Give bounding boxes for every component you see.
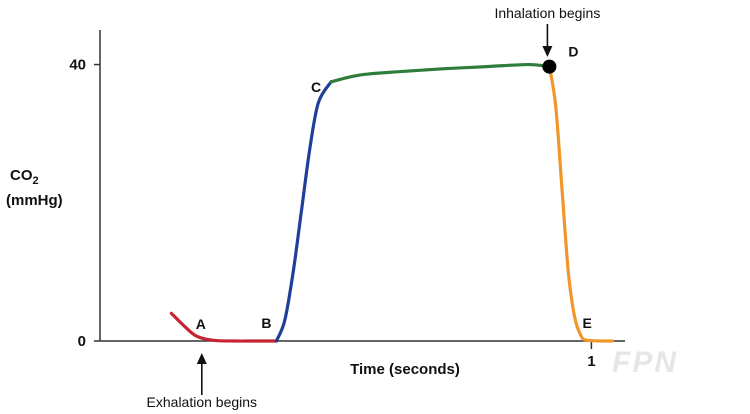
annotations: Inhalation begins Exhalation begins [147, 5, 601, 410]
axis-ticks: 0 40 1 [69, 57, 595, 370]
point-label-c: C [311, 79, 321, 95]
annotation-inhalation-begins: Inhalation begins [494, 5, 600, 21]
series-line-d-e [547, 65, 614, 343]
point-label-d: D [568, 44, 578, 60]
x-tick-label-0: 1 [587, 353, 595, 370]
y-axis-units: (mmHg) [6, 192, 63, 209]
point-labels: A B C D E [196, 44, 592, 332]
annotation-exhalation-arrowhead [196, 353, 207, 364]
annotation-exhalation-begins: Exhalation begins [147, 394, 258, 410]
point-label-e: E [583, 315, 592, 331]
y-axis-title: CO2 [10, 167, 39, 187]
series-line-a-b [169, 311, 278, 343]
point-label-a: A [196, 316, 206, 332]
y-tick-label-1: 40 [69, 57, 86, 74]
series-group [169, 59, 614, 343]
y-axis-title-subscript: 2 [33, 175, 39, 187]
watermark-logo: FPN [612, 346, 678, 379]
point-d-marker [542, 59, 557, 74]
series-line-c-d [329, 62, 551, 84]
x-axis-title: Time (seconds) [350, 361, 460, 378]
y-tick-label-0: 0 [78, 333, 86, 350]
y-axis-title-main: CO [10, 167, 33, 184]
point-label-b: B [261, 315, 271, 331]
series-line-b-c [274, 80, 333, 343]
annotation-inhalation-arrowhead [542, 46, 553, 57]
